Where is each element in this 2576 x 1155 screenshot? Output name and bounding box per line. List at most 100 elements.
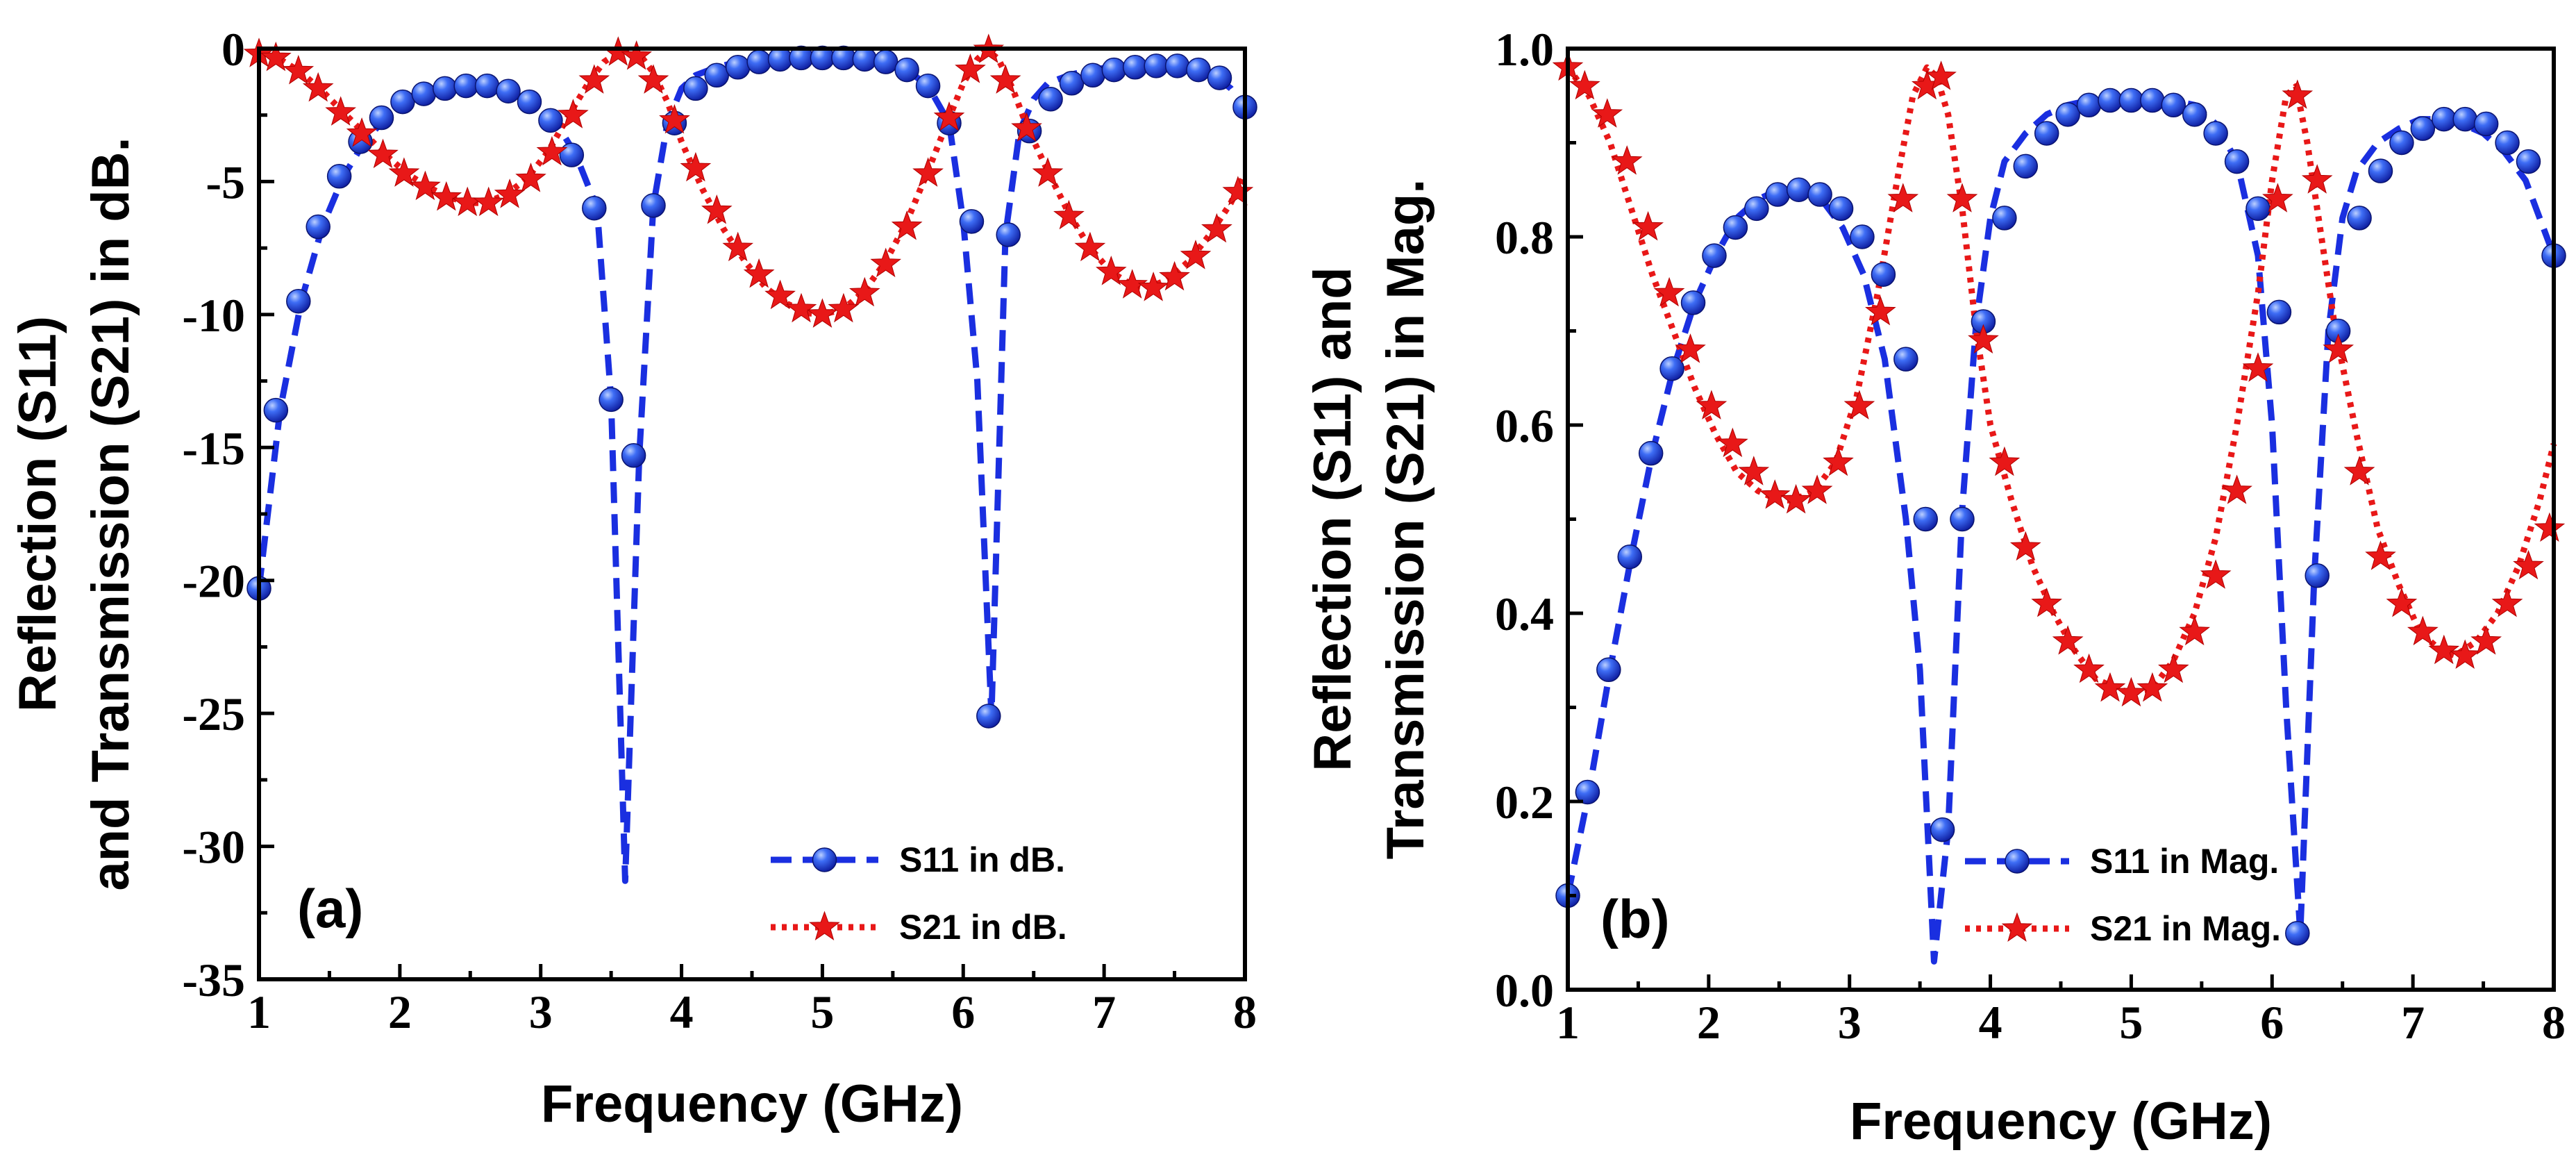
y-tick-label: -25 — [182, 688, 245, 740]
data-point-star — [2094, 672, 2126, 702]
legend-sample-s21-db — [771, 911, 878, 940]
data-point-sphere — [1828, 196, 1854, 222]
data-point-sphere — [1765, 182, 1791, 207]
data-point-sphere — [1913, 506, 1939, 532]
y-tick-label: 1.0 — [1495, 23, 1554, 76]
axes-frame-b — [1566, 47, 2556, 992]
data-point-sphere — [704, 63, 730, 88]
data-point-star — [1569, 69, 1600, 100]
data-point-star — [1887, 183, 1919, 213]
data-point-star — [1074, 231, 1106, 262]
data-point-sphere — [2495, 130, 2520, 156]
data-point-star — [2200, 559, 2232, 589]
data-point-star — [785, 292, 817, 323]
data-point-star — [1159, 260, 1190, 291]
data-point-star — [325, 96, 357, 126]
data-point-star — [2386, 588, 2418, 617]
data-point-star — [680, 151, 712, 182]
data-point-star — [388, 157, 420, 187]
data-point-sphere — [1186, 57, 1211, 83]
data-point-sphere — [1950, 506, 1975, 532]
data-point-star — [283, 55, 315, 85]
data-point-star — [807, 298, 838, 328]
data-point-star — [515, 163, 546, 192]
data-point-star — [637, 64, 669, 94]
data-point-sphere — [2452, 106, 2477, 132]
data-point-star — [1222, 176, 1254, 206]
data-point-star — [367, 138, 399, 169]
data-point-sphere — [2118, 88, 2144, 113]
y-axis-title-a-line2: and Transmission (S21) in dB. — [81, 137, 140, 890]
data-point-sphere — [1080, 63, 1105, 88]
data-point-star — [722, 231, 754, 262]
data-point-star — [1946, 183, 1978, 213]
data-point-sphere — [1744, 196, 1769, 222]
data-point-star — [1675, 333, 1706, 363]
chart-panel-a: 1 2 3 4 5 6 7 8 -35 -30 -25 -20 -15 -10 -5 0 Frequency… — [8, 23, 1257, 1133]
y-tick-labels-a: -35 -30 -25 -20 -15 -10 -5 0 — [182, 23, 245, 1006]
x-tick-label: 5 — [810, 986, 834, 1038]
data-point-sphere — [433, 76, 458, 101]
data-point-sphere — [894, 57, 919, 83]
data-point-sphere — [1038, 86, 1063, 112]
y-tick-label: -5 — [206, 156, 245, 208]
x-tick-label: 6 — [951, 986, 975, 1038]
data-point-star — [2428, 634, 2460, 665]
data-point-sphere — [2140, 88, 2165, 113]
data-point-sphere — [559, 142, 585, 167]
data-point-star — [764, 279, 796, 310]
legend-sample-s11-mag — [1965, 849, 2069, 874]
legend-marker — [2005, 849, 2030, 874]
data-point-star — [2449, 639, 2481, 669]
ticks-a — [257, 47, 1247, 981]
series-line-s21-in-mag — [1565, 64, 2557, 697]
y-tick-label: 0.4 — [1495, 588, 1554, 640]
data-point-star — [912, 157, 944, 187]
data-point-sphere — [2013, 153, 2039, 179]
data-point-star — [2242, 352, 2274, 382]
data-point-star — [2158, 653, 2189, 683]
data-point-star — [1968, 324, 1999, 354]
data-point-sphere — [2285, 920, 2310, 946]
data-point-sphere — [2098, 88, 2123, 113]
data-point-sphere — [683, 76, 708, 101]
data-point-sphere — [2161, 92, 2186, 118]
data-point-sphere — [2389, 130, 2414, 156]
series-markers-0 — [246, 45, 1257, 729]
series-line-s11-in-mag — [1564, 97, 2557, 965]
data-point-sphere — [1871, 262, 1896, 287]
data-point-star — [2116, 676, 2147, 707]
data-point-sphere — [599, 387, 624, 413]
legend-marker — [809, 911, 840, 940]
y-axis-title-b-line2: Transmission (S21) in Mag. — [1376, 179, 1435, 860]
data-point-sphere — [976, 704, 1001, 729]
data-point-sphere — [1144, 53, 1169, 78]
data-point-sphere — [411, 81, 437, 106]
data-point-sphere — [2305, 563, 2330, 588]
legend-label-s11-mag: S11 in Mag. — [2090, 842, 2279, 881]
data-point-sphere — [1575, 779, 1600, 805]
data-point-sphere — [2203, 121, 2228, 146]
data-point-sphere — [2516, 149, 2541, 174]
data-point-star — [346, 117, 378, 147]
data-point-sphere — [1930, 817, 1955, 842]
data-point-star — [1032, 157, 1064, 187]
data-point-star — [2179, 615, 2210, 646]
legend-sample-s21-mag — [1965, 912, 2069, 942]
x-tick-label: 1 — [247, 986, 271, 1038]
x-tick-label: 8 — [1233, 986, 1257, 1038]
data-point-star — [1011, 112, 1042, 142]
data-point-star — [828, 292, 860, 323]
data-point-star — [302, 72, 334, 102]
data-point-star — [849, 276, 880, 307]
data-point-sphere — [2266, 299, 2292, 325]
data-point-star — [701, 194, 733, 224]
data-point-star — [1738, 456, 1770, 485]
data-point-sphere — [1638, 440, 1664, 466]
legend-label-s11-db: S11 in dB. — [899, 840, 1065, 879]
x-tick-label: 1 — [1556, 996, 1580, 1049]
data-point-star — [1843, 390, 1875, 419]
data-point-star — [2009, 531, 2041, 561]
data-point-sphere — [306, 214, 331, 240]
